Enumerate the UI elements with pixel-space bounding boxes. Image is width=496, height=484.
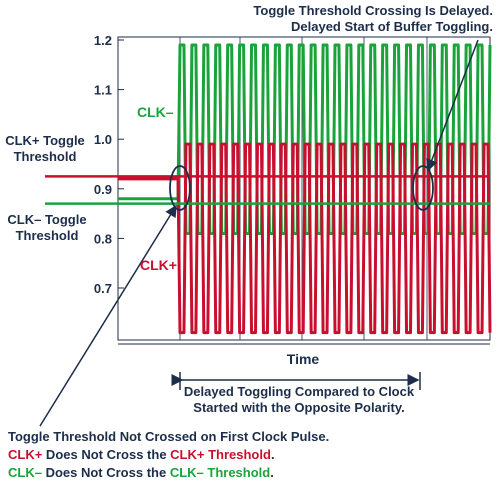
- bottom-annotation: Toggle Threshold Not Crossed on First Cl…: [8, 428, 488, 482]
- first-pulse-ellipse: [169, 165, 191, 211]
- clk-minus-threshold-line1: CLK– Toggle: [7, 212, 87, 227]
- y-tick-label: 0.8: [94, 231, 112, 246]
- y-tick-label: 0.7: [94, 281, 112, 296]
- clk-plus-label: CLK+: [140, 257, 177, 273]
- x-axis-label: Time: [287, 351, 320, 367]
- delayed-crossing-ellipse: [412, 165, 434, 211]
- y-axis-ticks: 1.2 1.1 1.0 0.9 0.8 0.7: [94, 33, 124, 296]
- period-text: .: [270, 447, 275, 462]
- clk-minus-threshold-label: CLK– Toggle Threshold: [2, 212, 92, 244]
- clk-plus-threshold-line2: Threshold: [13, 149, 77, 164]
- top-annotation: Toggle Threshold Crossing Is Delayed. De…: [193, 3, 493, 35]
- delay-annotation-line1: Delayed Toggling Compared to Clock: [183, 384, 415, 399]
- y-tick-label: 1.2: [94, 33, 112, 48]
- y-tick-label: 1.1: [94, 83, 112, 98]
- delay-annotation: Delayed Toggling Compared to Clock Start…: [174, 384, 424, 416]
- y-tick-label: 1.0: [94, 132, 112, 147]
- period-text: .: [270, 465, 274, 480]
- annotations-overlay: [39, 39, 479, 427]
- delay-annotation-line2: Started with the Opposite Polarity.: [193, 400, 405, 415]
- clk-minus-threshold-line2: Threshold: [15, 228, 79, 243]
- top-note-arrow: [426, 39, 479, 172]
- clk-plus-threshold-label: CLK+ Toggle Threshold: [2, 133, 88, 165]
- waveforms: [118, 43, 492, 335]
- clk-plus-threshold-text: CLK+ Threshold: [170, 447, 271, 462]
- y-tick-label: 0.9: [94, 182, 112, 197]
- does-not-cross-text: Does Not Cross the: [41, 465, 170, 480]
- bottom-note-arrow: [39, 204, 177, 427]
- clk-minus-threshold-text: CLK– Threshold: [169, 465, 271, 480]
- top-annotation-line1: Toggle Threshold Crossing Is Delayed.: [253, 3, 493, 18]
- top-annotation-line2: Delayed Start of Buffer Toggling.: [291, 19, 493, 34]
- does-not-cross-text: Does Not Cross the: [42, 447, 171, 462]
- clk-minus-label: CLK–: [137, 104, 174, 120]
- bottom-annotation-line2: CLK+ Does Not Cross the CLK+ Threshold.: [8, 446, 488, 464]
- bottom-annotation-line3: CLK– Does Not Cross the CLK– Threshold.: [8, 464, 488, 482]
- clk-plus-text: CLK+: [8, 447, 43, 462]
- clk-minus-text: CLK–: [8, 465, 42, 480]
- bottom-annotation-line1: Toggle Threshold Not Crossed on First Cl…: [8, 429, 330, 444]
- clk-plus-threshold-line1: CLK+ Toggle: [5, 133, 85, 148]
